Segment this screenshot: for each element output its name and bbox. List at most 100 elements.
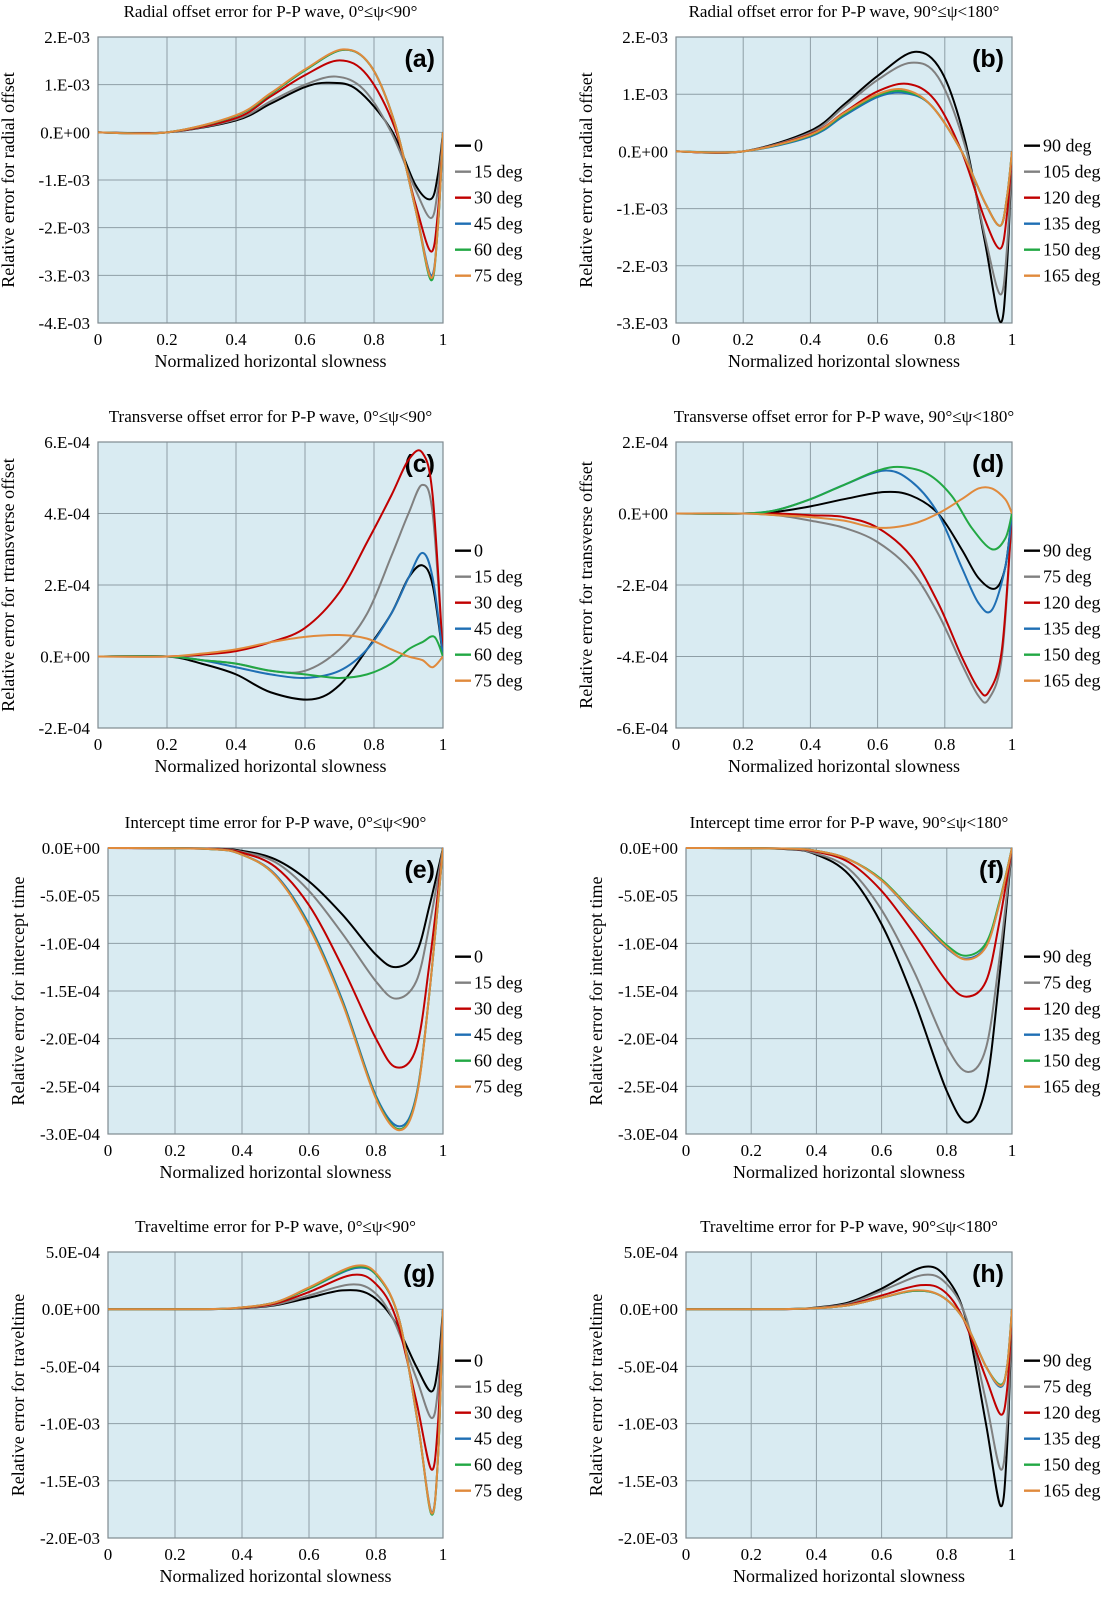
plot-frame bbox=[97, 36, 444, 324]
y-tick-label: 0.E+00 bbox=[40, 123, 90, 142]
plot-frame bbox=[685, 847, 1013, 1135]
legend-label: 0 bbox=[474, 541, 483, 561]
x-tick-label: 0.4 bbox=[800, 735, 822, 754]
legend-label: 45 deg bbox=[474, 1429, 523, 1449]
x-tick-label: 0.6 bbox=[871, 1141, 892, 1160]
legend-label: 30 deg bbox=[474, 1403, 523, 1423]
plot-area bbox=[686, 1252, 1012, 1538]
y-tick-label: -2.E-04 bbox=[39, 719, 91, 738]
y-tick-label: 5.0E-04 bbox=[46, 1243, 101, 1262]
chart-title: Transverse offset error for P-P wave, 0°… bbox=[109, 407, 432, 426]
legend-label: 90 deg bbox=[1043, 1351, 1092, 1371]
legend-label: 45 deg bbox=[474, 214, 523, 234]
legend-label: 150 deg bbox=[1043, 1051, 1101, 1071]
legend-label: 150 deg bbox=[1043, 1455, 1101, 1475]
series-line bbox=[676, 50, 1012, 323]
x-tick-label: 0.2 bbox=[156, 330, 177, 349]
y-tick-label: -1.5E-03 bbox=[618, 1472, 678, 1491]
legend-label: 120 deg bbox=[1043, 999, 1101, 1019]
x-tick-label: 0.8 bbox=[363, 735, 384, 754]
plot-frame bbox=[97, 441, 444, 729]
chart-panel-a: 2.E-03 1.E-03 0.E+00 -1.E-03 -2.E-03 -3.E-03 -… bbox=[0, 2, 523, 371]
legend-label: 90 deg bbox=[1043, 541, 1092, 561]
series-line bbox=[676, 486, 1012, 529]
legend-label: 165 deg bbox=[1043, 1077, 1101, 1097]
legend-label: 75 deg bbox=[1043, 567, 1092, 587]
x-tick-label: 0.6 bbox=[294, 735, 315, 754]
legend-label: 0 bbox=[474, 136, 483, 156]
panel-label: (g) bbox=[403, 1260, 435, 1288]
legend-label: 105 deg bbox=[1043, 162, 1101, 182]
series-line bbox=[676, 87, 1012, 227]
y-tick-label: 2.E-04 bbox=[622, 433, 668, 452]
y-axis-label: Relative error for rtransverse offset bbox=[0, 458, 18, 712]
chart-title: Transverse offset error for P-P wave, 90… bbox=[674, 407, 1014, 426]
y-tick-label: -2.0E-03 bbox=[618, 1529, 678, 1548]
legend-label: 90 deg bbox=[1043, 947, 1092, 967]
chart-panel-d: 2.E-04 0.E+00 -2.E-04 -4.E-04 -6.E-040 0.2 0.4… bbox=[576, 407, 1101, 776]
y-tick-label: 0.0E+00 bbox=[42, 1300, 100, 1319]
series-line bbox=[686, 847, 1012, 961]
y-tick-label: -2.E-03 bbox=[617, 257, 668, 276]
x-tick-label: 0.8 bbox=[936, 1141, 957, 1160]
x-tick-label: 0 bbox=[94, 330, 103, 349]
x-tick-label: 0.2 bbox=[741, 1141, 762, 1160]
panel-label: (e) bbox=[404, 856, 435, 884]
chart-panel-h: 5.0E-04 0.0E+00 -5.0E-04 -1.0E-03 -1.5E-03 -2… bbox=[586, 1217, 1101, 1586]
x-axis-label: Normalized horizontal slowness bbox=[728, 351, 960, 371]
x-tick-label: 0.8 bbox=[934, 330, 955, 349]
y-tick-label: -1.E-03 bbox=[617, 200, 668, 219]
y-tick-label: -3.0E-04 bbox=[40, 1125, 100, 1144]
x-axis-label: Normalized horizontal slowness bbox=[733, 1162, 965, 1182]
panel-label: (a) bbox=[404, 45, 435, 73]
x-tick-label: 0 bbox=[104, 1141, 113, 1160]
y-axis-label: Relative error for traveltime bbox=[8, 1294, 28, 1496]
legend-label: 60 deg bbox=[474, 240, 523, 260]
x-tick-label: 0.6 bbox=[298, 1141, 319, 1160]
y-tick-label: -1.E-03 bbox=[39, 171, 90, 190]
y-axis-label: Relative error for radial offset bbox=[576, 72, 596, 288]
x-tick-label: 1 bbox=[1008, 1545, 1017, 1564]
y-tick-label: 0.0E+00 bbox=[42, 839, 100, 858]
x-tick-label: 0.4 bbox=[225, 735, 247, 754]
legend-label: 75 deg bbox=[1043, 973, 1092, 993]
x-tick-label: 0.8 bbox=[365, 1545, 386, 1564]
y-tick-label: 0.E+00 bbox=[618, 142, 668, 161]
series-line bbox=[108, 1264, 443, 1515]
legend-label: 45 deg bbox=[474, 1025, 523, 1045]
chart-panel-c: 6.E-044.E-042.E-040.E+00-2.E-040 0.2 0.4 0.… bbox=[0, 407, 523, 776]
legend-label: 120 deg bbox=[1043, 1403, 1101, 1423]
chart-panel-g: 5.0E-04 0.0E+00 -5.0E-04 -1.0E-03 -1.5E-03 -2… bbox=[8, 1217, 523, 1586]
y-tick-label: -2.E-04 bbox=[617, 576, 669, 595]
legend-label: 15 deg bbox=[474, 1377, 523, 1397]
legend-label: 75 deg bbox=[474, 671, 523, 691]
x-tick-label: 1 bbox=[439, 735, 448, 754]
legend-label: 75 deg bbox=[1043, 1377, 1092, 1397]
chart-panel-f: 0.0E+00 -5.0E-05 -1.0E-04 -1.5E-04 -2.0E-04 -… bbox=[586, 813, 1101, 1182]
legend-label: 150 deg bbox=[1043, 240, 1101, 260]
y-tick-label: -2.0E-04 bbox=[618, 1030, 678, 1049]
y-tick-label: -5.0E-04 bbox=[618, 1357, 678, 1376]
x-tick-label: 0 bbox=[682, 1141, 691, 1160]
chart-panel-e: 0.0E+00 -5.0E-05 -1.0E-04 -1.5E-04 -2.0E-04 -… bbox=[8, 813, 523, 1182]
y-tick-label: -2.0E-04 bbox=[40, 1030, 100, 1049]
legend-label: 30 deg bbox=[474, 593, 523, 613]
legend-label: 135 deg bbox=[1043, 1025, 1101, 1045]
legend-label: 135 deg bbox=[1043, 619, 1101, 639]
legend-label: 30 deg bbox=[474, 999, 523, 1019]
y-tick-label: 0.0E+00 bbox=[620, 839, 678, 858]
plot-frame bbox=[107, 847, 444, 1135]
x-tick-label: 0.4 bbox=[231, 1545, 253, 1564]
y-tick-label: -2.E-03 bbox=[39, 219, 90, 238]
y-tick-label: 0.E+00 bbox=[618, 505, 668, 524]
y-tick-label: -2.0E-03 bbox=[40, 1529, 100, 1548]
x-axis-label: Normalized horizontal slowness bbox=[733, 1566, 965, 1586]
plot-area bbox=[108, 1252, 443, 1538]
legend-label: 150 deg bbox=[1043, 645, 1101, 665]
plot-frame bbox=[107, 1251, 444, 1539]
legend-label: 15 deg bbox=[474, 973, 523, 993]
x-tick-label: 0.4 bbox=[806, 1545, 828, 1564]
legend-label: 75 deg bbox=[474, 1481, 523, 1501]
y-tick-label: -1.5E-03 bbox=[40, 1472, 100, 1491]
